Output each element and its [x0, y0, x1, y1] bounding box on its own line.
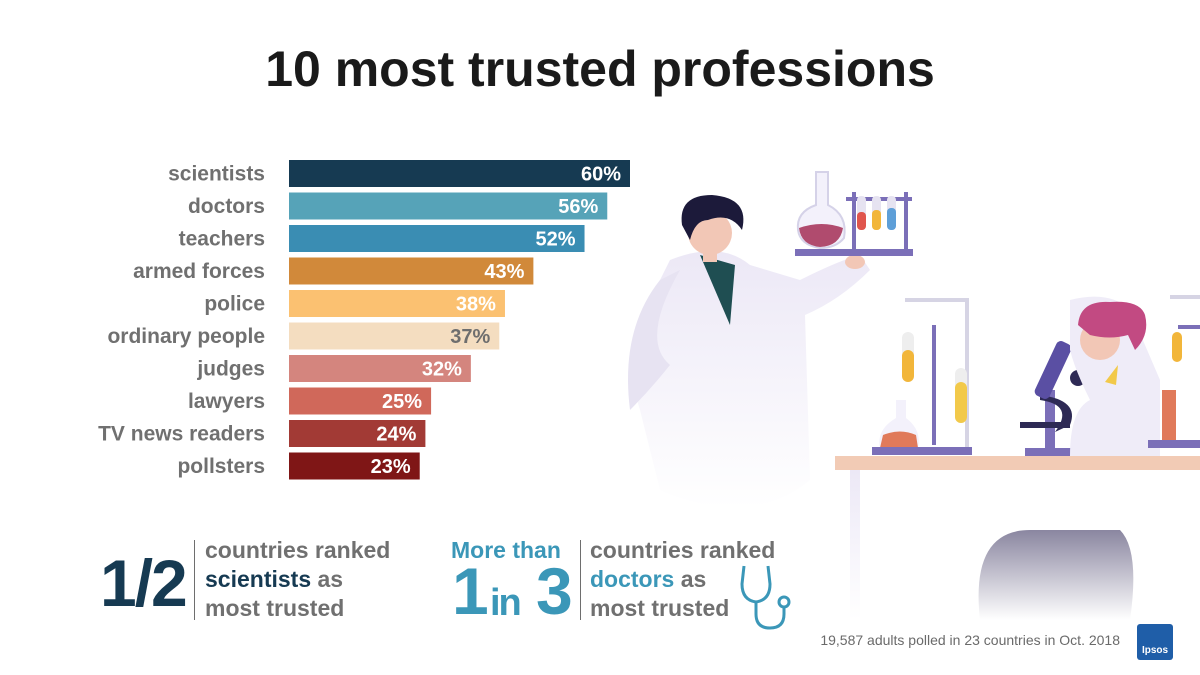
- stat2-line2: doctors as: [590, 565, 706, 594]
- bar-chart: scientists 60% doctors 56% teachers 52% armed …: [98, 160, 630, 480]
- category-label: scientists: [168, 163, 265, 186]
- stat2-highlight: doctors: [590, 566, 675, 592]
- stat2-line1: countries ranked: [590, 537, 776, 563]
- category-label: pollsters: [177, 455, 265, 478]
- category-label: ordinary people: [107, 325, 265, 348]
- stat1-line2: scientists as: [205, 565, 343, 594]
- bar-value-label: 43%: [484, 261, 524, 283]
- female-scientist: [978, 296, 1160, 620]
- category-label: police: [204, 293, 265, 316]
- bar: [289, 420, 426, 447]
- category-label: armed forces: [133, 260, 265, 283]
- stat2-big-1: 1: [452, 554, 489, 628]
- bar-value-label: 23%: [371, 456, 411, 478]
- category-label: teachers: [179, 228, 265, 251]
- page-title: 10 most trusted professions: [265, 41, 935, 97]
- scientists-illustration: [628, 171, 1200, 620]
- ipsos-logo: Ipsos: [1137, 624, 1173, 660]
- bar-value-label: 52%: [536, 229, 576, 251]
- stat1-line1: countries ranked: [205, 537, 391, 563]
- stat2-prefix: More than: [451, 537, 561, 563]
- bar: [289, 257, 534, 285]
- logo-text: Ipsos: [1141, 645, 1169, 656]
- bar: [289, 452, 420, 480]
- bar: [289, 225, 585, 252]
- bar-value-label: 37%: [450, 326, 490, 348]
- category-label: judges: [196, 358, 265, 381]
- right-lab-stand: [1148, 295, 1200, 448]
- stat1-big-number: 1/2: [100, 546, 188, 620]
- stat2-divider: [580, 540, 581, 620]
- bar-value-label: 38%: [456, 294, 496, 316]
- bar: [289, 322, 500, 350]
- stat2-in: in: [490, 582, 522, 624]
- category-label: doctors: [188, 195, 265, 218]
- bar-value-label: 24%: [376, 424, 416, 446]
- stat2-big-3: 3: [536, 554, 573, 628]
- bar: [289, 387, 432, 415]
- bar-value-label: 56%: [558, 196, 598, 218]
- stat1-line2-rest: as: [311, 566, 344, 592]
- bar-value-label: 60%: [581, 164, 621, 186]
- microscope: [1020, 341, 1086, 456]
- stat2-line3: most trusted: [590, 595, 730, 621]
- category-label: TV news readers: [98, 423, 265, 446]
- stethoscope-icon: [740, 565, 791, 630]
- flask-tray: [795, 171, 913, 256]
- bar-value-label: 32%: [422, 359, 462, 381]
- stat1-line3: most trusted: [205, 595, 345, 621]
- bar-value-label: 25%: [382, 391, 422, 413]
- bar: [289, 192, 608, 220]
- stat1-highlight: scientists: [205, 566, 312, 592]
- source-note: 19,587 adults polled in 23 countries in …: [820, 632, 1120, 648]
- stat2-line2-rest: as: [674, 566, 707, 592]
- scientist-figure: [628, 195, 870, 508]
- category-label: lawyers: [188, 390, 265, 413]
- stat1-divider: [194, 540, 195, 620]
- bar: [289, 355, 471, 382]
- lab-stand: [872, 298, 972, 455]
- bar: [289, 160, 630, 187]
- bar: [289, 290, 505, 317]
